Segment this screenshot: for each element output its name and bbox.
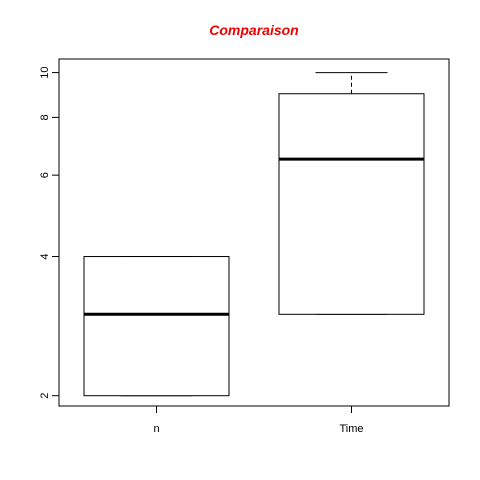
chart-title: Comparaison <box>209 22 298 38</box>
box-Time <box>278 72 425 315</box>
y-tick-label: 8 <box>39 114 51 120</box>
x-tick-label: n <box>153 423 159 435</box>
box-n <box>83 256 230 397</box>
box-rect <box>83 256 230 397</box>
box-rect <box>278 93 425 315</box>
y-tick-label: 2 <box>39 393 51 399</box>
y-axis: 2 4 6 8 10 <box>39 66 60 399</box>
boxes-group <box>83 72 425 397</box>
y-tick-label: 10 <box>39 66 51 78</box>
y-tick-label: 4 <box>39 253 51 259</box>
x-axis: n Time <box>153 405 364 435</box>
y-tick-label: 6 <box>39 172 51 178</box>
x-tick-label: Time <box>339 423 363 435</box>
